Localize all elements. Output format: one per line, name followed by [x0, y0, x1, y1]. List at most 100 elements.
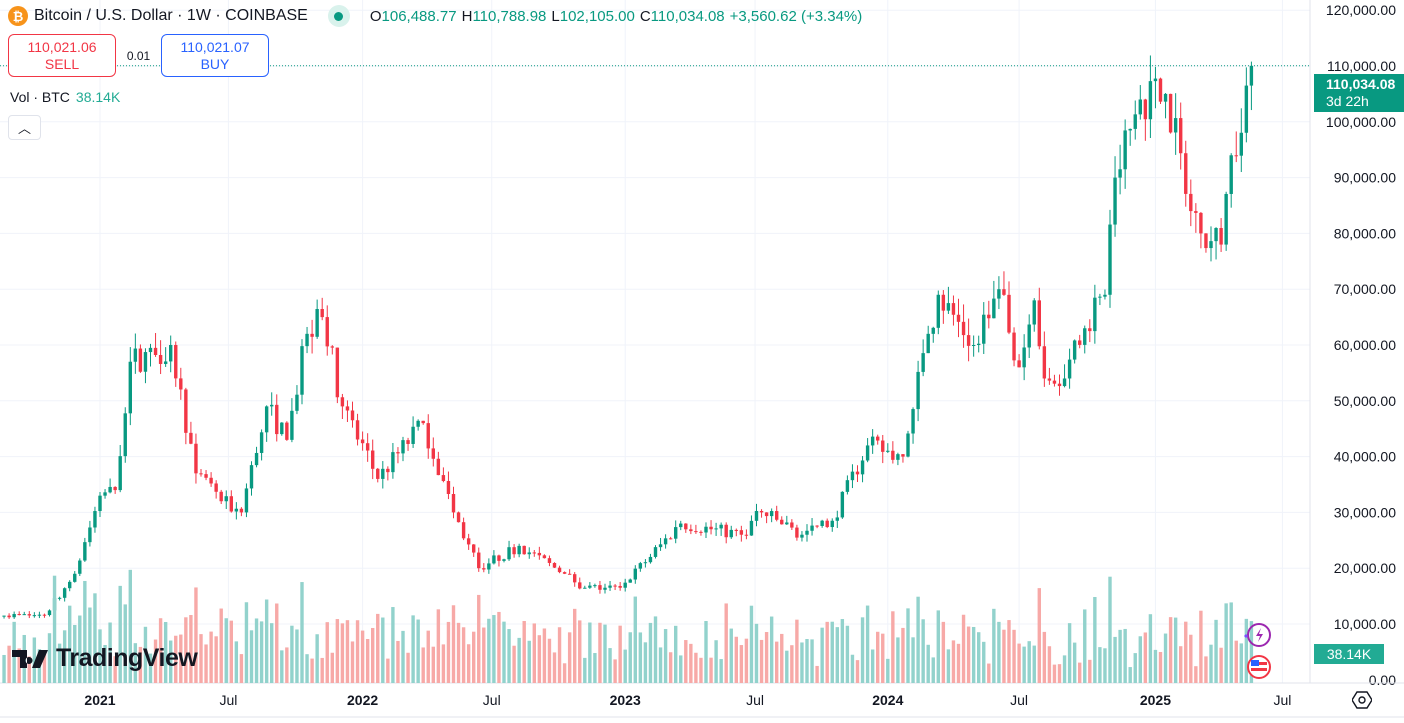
- chevron-up-icon: ︿: [17, 121, 31, 136]
- volume-bar: [42, 651, 47, 683]
- candle-body: [694, 531, 698, 533]
- volume-bar: [426, 630, 430, 683]
- candle-body: [482, 568, 486, 570]
- volume-bar: [729, 628, 733, 683]
- volume-bar: [1249, 621, 1254, 683]
- volume-bar: [956, 643, 961, 683]
- candle-body: [860, 460, 865, 475]
- volume-bar: [477, 594, 481, 683]
- candle-body: [840, 491, 845, 518]
- candle-body: [1052, 380, 1057, 384]
- candle-body: [143, 352, 148, 372]
- us-flag-icon[interactable]: [1247, 655, 1271, 679]
- volume-bar: [522, 620, 526, 683]
- candle-body: [7, 615, 11, 618]
- candle-body: [290, 410, 294, 440]
- candle-body: [663, 538, 668, 545]
- volume-bar: [719, 659, 723, 683]
- candle-body: [194, 443, 198, 474]
- candle-body: [977, 343, 981, 345]
- candle-body: [47, 610, 52, 616]
- candle-body: [386, 468, 390, 473]
- y-tick-label: 60,000.00: [1334, 337, 1396, 353]
- volume-bar: [371, 627, 375, 683]
- candle-body: [1012, 332, 1016, 361]
- trade-panel: 110,021.06 SELL 0.01 110,021.07 BUY: [8, 34, 269, 77]
- candle-body: [169, 345, 173, 362]
- candle-body: [689, 529, 693, 532]
- candle-body: [573, 574, 577, 583]
- candle-body: [1184, 153, 1188, 194]
- candle-body: [184, 389, 188, 433]
- volume-bar: [204, 644, 208, 683]
- collapse-legend-button[interactable]: ︿: [8, 115, 41, 140]
- candle-body: [1027, 324, 1031, 348]
- candle-body: [295, 394, 299, 411]
- volume-bar: [325, 622, 329, 683]
- candle-body: [623, 582, 627, 588]
- volume-bar: [456, 622, 461, 683]
- volume-bar: [1138, 636, 1142, 683]
- volume-bar: [1093, 597, 1097, 683]
- candle-body: [638, 563, 643, 569]
- volume-bar: [88, 607, 92, 683]
- lightning-icon[interactable]: [1244, 623, 1271, 647]
- candle-body: [719, 524, 723, 529]
- volume-bar: [158, 618, 163, 683]
- volume-bar: [300, 582, 304, 683]
- volume-bar: [800, 642, 804, 683]
- volume-bar: [280, 650, 284, 683]
- candle-body: [805, 530, 809, 535]
- volume-bar: [891, 611, 895, 683]
- volume-bar: [633, 596, 637, 683]
- candle-body: [305, 333, 309, 347]
- volume-bar: [264, 599, 269, 683]
- settings-icon[interactable]: [1352, 690, 1372, 710]
- volume-bar: [1007, 620, 1011, 683]
- last-volume-label: 38.14K: [1314, 644, 1384, 664]
- candle-body: [229, 496, 233, 512]
- volume-bar: [1204, 656, 1208, 683]
- volume-bar: [724, 603, 728, 683]
- volume-bar: [295, 629, 299, 683]
- buy-button[interactable]: 110,021.07 BUY: [161, 34, 269, 77]
- candle-body: [280, 422, 284, 435]
- volume-bar: [1113, 636, 1117, 683]
- sell-button[interactable]: 110,021.06 SELL: [8, 34, 116, 77]
- candle-body: [987, 314, 991, 319]
- volume-bar: [744, 638, 749, 683]
- volume-bar: [749, 605, 754, 683]
- volume-bar: [421, 647, 425, 683]
- volume-bar: [896, 637, 900, 683]
- candle-body: [1214, 228, 1218, 242]
- volume-bar: [497, 611, 501, 683]
- candle-body: [603, 587, 607, 590]
- volume-bar: [381, 617, 385, 683]
- overlay-icons: [1242, 622, 1278, 687]
- volume-bar: [1098, 647, 1102, 683]
- x-tick-label: Jul: [746, 692, 764, 708]
- candle-body: [966, 335, 971, 346]
- market-open-status-icon[interactable]: [327, 5, 350, 27]
- candle-body: [421, 420, 425, 424]
- candle-body: [1158, 78, 1163, 102]
- volume-bar: [275, 603, 279, 683]
- volume-bar: [355, 620, 360, 683]
- candle-body: [1007, 294, 1011, 333]
- x-tick-label: 2023: [610, 692, 641, 708]
- candle-body: [1042, 346, 1047, 379]
- volume-bar: [850, 654, 855, 683]
- volume-bar: [446, 621, 451, 683]
- volume-bar: [931, 657, 935, 683]
- volume-bar: [593, 653, 597, 683]
- volume-bar: [1214, 619, 1218, 683]
- volume-bar: [466, 644, 471, 683]
- symbol-title[interactable]: Bitcoin / U.S. Dollar · 1W · COINBASE: [34, 7, 308, 24]
- candle-body: [249, 465, 254, 489]
- volume-bar: [780, 633, 784, 683]
- volume-bar: [588, 622, 592, 683]
- candle-body: [653, 547, 658, 557]
- candle-body: [451, 493, 456, 513]
- tradingview-logo[interactable]: TradingView: [12, 644, 198, 673]
